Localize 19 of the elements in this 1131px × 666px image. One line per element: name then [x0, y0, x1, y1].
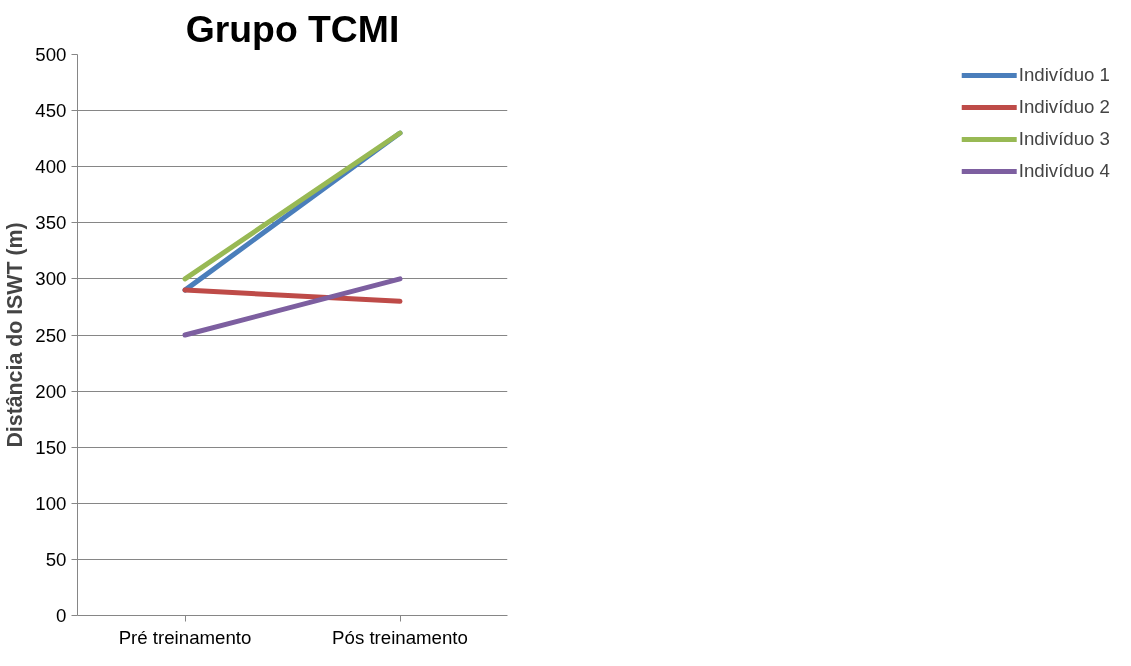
y-tick-label: 300	[35, 268, 67, 290]
y-tick-label: 450	[35, 100, 67, 122]
legend-label: Indivíduo 2	[1018, 96, 1110, 118]
y-axis-title: Distância do ISWT (m)	[3, 222, 28, 448]
y-tick-label: 50	[45, 548, 67, 570]
y-tick-label: 100	[35, 492, 67, 514]
y-tick-label: 0	[56, 605, 67, 626]
legend-label: Indivíduo 1	[1018, 64, 1110, 86]
y-tick-label: 500	[35, 44, 67, 65]
legend-label: Indivíduo 4	[1018, 160, 1110, 182]
x-tick-label: Pré treinamento	[118, 626, 252, 648]
y-tick-label: 200	[35, 380, 67, 402]
legend-label: Indivíduo 3	[1018, 128, 1110, 150]
y-tick-label: 150	[35, 436, 67, 458]
y-tick-label: 400	[35, 156, 67, 178]
y-tick-label: 250	[35, 324, 67, 346]
y-tick-label: 350	[35, 212, 67, 234]
chart-title: Grupo TCMI	[185, 7, 400, 50]
x-tick-label: Pós treinamento	[332, 626, 468, 648]
